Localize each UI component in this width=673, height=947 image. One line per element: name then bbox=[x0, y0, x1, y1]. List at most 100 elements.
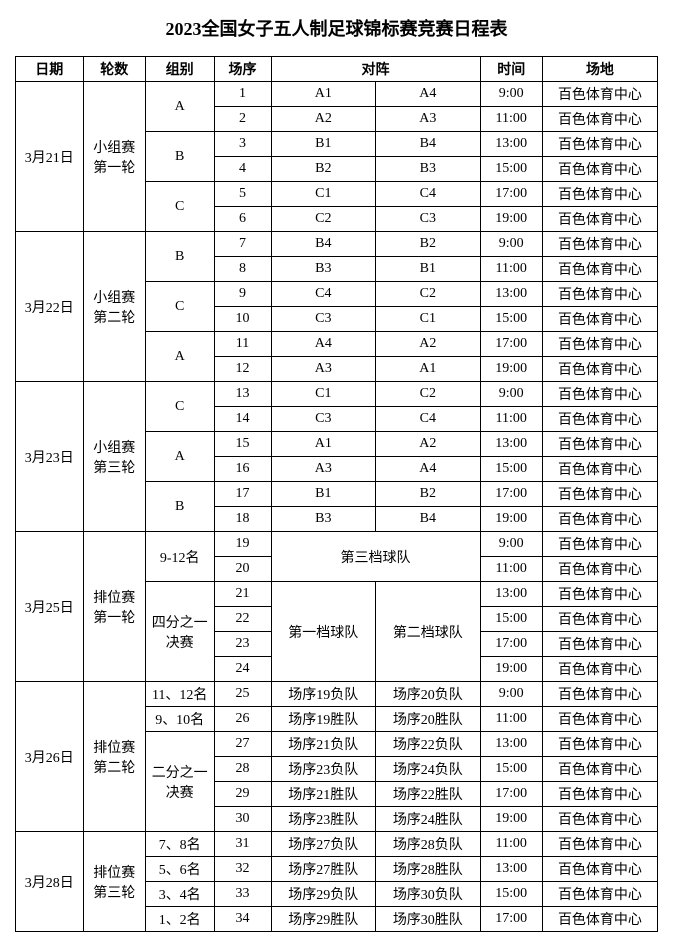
seq-cell: 34 bbox=[214, 907, 271, 932]
time-cell: 19:00 bbox=[480, 657, 542, 682]
schedule-table: 日期 轮数 组别 场序 对阵 时间 场地 3月21日小组赛第一轮A1A1A49:… bbox=[15, 56, 658, 932]
team1-cell: 场序19胜队 bbox=[271, 707, 376, 732]
time-cell: 9:00 bbox=[480, 382, 542, 407]
seq-cell: 6 bbox=[214, 207, 271, 232]
team1-cell: C2 bbox=[271, 207, 376, 232]
th-match: 对阵 bbox=[271, 57, 480, 82]
team1-cell: A3 bbox=[271, 357, 376, 382]
seq-cell: 18 bbox=[214, 507, 271, 532]
group-cell: 1、2名 bbox=[145, 907, 214, 932]
seq-cell: 32 bbox=[214, 857, 271, 882]
venue-cell: 百色体育中心 bbox=[542, 882, 657, 907]
time-cell: 11:00 bbox=[480, 557, 542, 582]
time-cell: 9:00 bbox=[480, 82, 542, 107]
team2-cell: A2 bbox=[376, 432, 481, 457]
table-row: 3月26日排位赛第二轮11、12名25场序19负队场序20负队9:00百色体育中… bbox=[16, 682, 658, 707]
time-cell: 19:00 bbox=[480, 207, 542, 232]
venue-cell: 百色体育中心 bbox=[542, 307, 657, 332]
seq-cell: 25 bbox=[214, 682, 271, 707]
team2-cell: 场序20胜队 bbox=[376, 707, 481, 732]
time-cell: 15:00 bbox=[480, 882, 542, 907]
venue-cell: 百色体育中心 bbox=[542, 507, 657, 532]
group-cell: 3、4名 bbox=[145, 882, 214, 907]
time-cell: 17:00 bbox=[480, 182, 542, 207]
table-row: 3月25日排位赛第一轮9-12名19第三档球队9:00百色体育中心 bbox=[16, 532, 658, 557]
venue-cell: 百色体育中心 bbox=[542, 532, 657, 557]
team1-cell: 场序23胜队 bbox=[271, 807, 376, 832]
time-cell: 17:00 bbox=[480, 907, 542, 932]
time-cell: 19:00 bbox=[480, 357, 542, 382]
seq-cell: 3 bbox=[214, 132, 271, 157]
venue-cell: 百色体育中心 bbox=[542, 557, 657, 582]
seq-cell: 24 bbox=[214, 657, 271, 682]
time-cell: 13:00 bbox=[480, 582, 542, 607]
seq-cell: 11 bbox=[214, 332, 271, 357]
team1-cell: A1 bbox=[271, 82, 376, 107]
team2-cell: C2 bbox=[376, 282, 481, 307]
seq-cell: 4 bbox=[214, 157, 271, 182]
team2-cell: C4 bbox=[376, 182, 481, 207]
seq-cell: 12 bbox=[214, 357, 271, 382]
time-cell: 11:00 bbox=[480, 832, 542, 857]
seq-cell: 33 bbox=[214, 882, 271, 907]
time-cell: 9:00 bbox=[480, 532, 542, 557]
table-row: 3月21日小组赛第一轮A1A1A49:00百色体育中心 bbox=[16, 82, 658, 107]
seq-cell: 14 bbox=[214, 407, 271, 432]
time-cell: 13:00 bbox=[480, 132, 542, 157]
team2-cell: 场序30胜队 bbox=[376, 907, 481, 932]
team2-cell: B1 bbox=[376, 257, 481, 282]
seq-cell: 31 bbox=[214, 832, 271, 857]
page-title: 2023全国女子五人制足球锦标赛竞赛日程表 bbox=[15, 15, 658, 41]
seq-cell: 10 bbox=[214, 307, 271, 332]
date-cell: 3月25日 bbox=[16, 532, 84, 682]
team1-cell: 第一档球队 bbox=[271, 582, 376, 682]
venue-cell: 百色体育中心 bbox=[542, 582, 657, 607]
team2-cell: 场序22胜队 bbox=[376, 782, 481, 807]
venue-cell: 百色体育中心 bbox=[542, 332, 657, 357]
seq-cell: 16 bbox=[214, 457, 271, 482]
venue-cell: 百色体育中心 bbox=[542, 907, 657, 932]
time-cell: 13:00 bbox=[480, 732, 542, 757]
team1-cell: C1 bbox=[271, 382, 376, 407]
time-cell: 13:00 bbox=[480, 857, 542, 882]
team1-cell: 场序19负队 bbox=[271, 682, 376, 707]
seq-cell: 23 bbox=[214, 632, 271, 657]
time-cell: 11:00 bbox=[480, 107, 542, 132]
date-cell: 3月23日 bbox=[16, 382, 84, 532]
group-cell: 9-12名 bbox=[145, 532, 214, 582]
date-cell: 3月26日 bbox=[16, 682, 84, 832]
time-cell: 13:00 bbox=[480, 432, 542, 457]
venue-cell: 百色体育中心 bbox=[542, 132, 657, 157]
team2-cell: B2 bbox=[376, 482, 481, 507]
round-cell: 排位赛第三轮 bbox=[83, 832, 145, 932]
team2-cell: 场序24胜队 bbox=[376, 807, 481, 832]
venue-cell: 百色体育中心 bbox=[542, 807, 657, 832]
group-cell: A bbox=[145, 82, 214, 132]
venue-cell: 百色体育中心 bbox=[542, 82, 657, 107]
seq-cell: 8 bbox=[214, 257, 271, 282]
venue-cell: 百色体育中心 bbox=[542, 432, 657, 457]
venue-cell: 百色体育中心 bbox=[542, 632, 657, 657]
team2-cell: A4 bbox=[376, 82, 481, 107]
venue-cell: 百色体育中心 bbox=[542, 107, 657, 132]
seq-cell: 7 bbox=[214, 232, 271, 257]
group-cell: A bbox=[145, 332, 214, 382]
time-cell: 15:00 bbox=[480, 157, 542, 182]
seq-cell: 22 bbox=[214, 607, 271, 632]
team1-cell: 场序29负队 bbox=[271, 882, 376, 907]
venue-cell: 百色体育中心 bbox=[542, 757, 657, 782]
th-group: 组别 bbox=[145, 57, 214, 82]
th-seq: 场序 bbox=[214, 57, 271, 82]
venue-cell: 百色体育中心 bbox=[542, 707, 657, 732]
team1-cell: A2 bbox=[271, 107, 376, 132]
time-cell: 11:00 bbox=[480, 707, 542, 732]
group-cell: 7、8名 bbox=[145, 832, 214, 857]
seq-cell: 20 bbox=[214, 557, 271, 582]
time-cell: 17:00 bbox=[480, 332, 542, 357]
venue-cell: 百色体育中心 bbox=[542, 207, 657, 232]
header-row: 日期 轮数 组别 场序 对阵 时间 场地 bbox=[16, 57, 658, 82]
team2-cell: B3 bbox=[376, 157, 481, 182]
venue-cell: 百色体育中心 bbox=[542, 832, 657, 857]
round-cell: 小组赛第一轮 bbox=[83, 82, 145, 232]
time-cell: 9:00 bbox=[480, 682, 542, 707]
